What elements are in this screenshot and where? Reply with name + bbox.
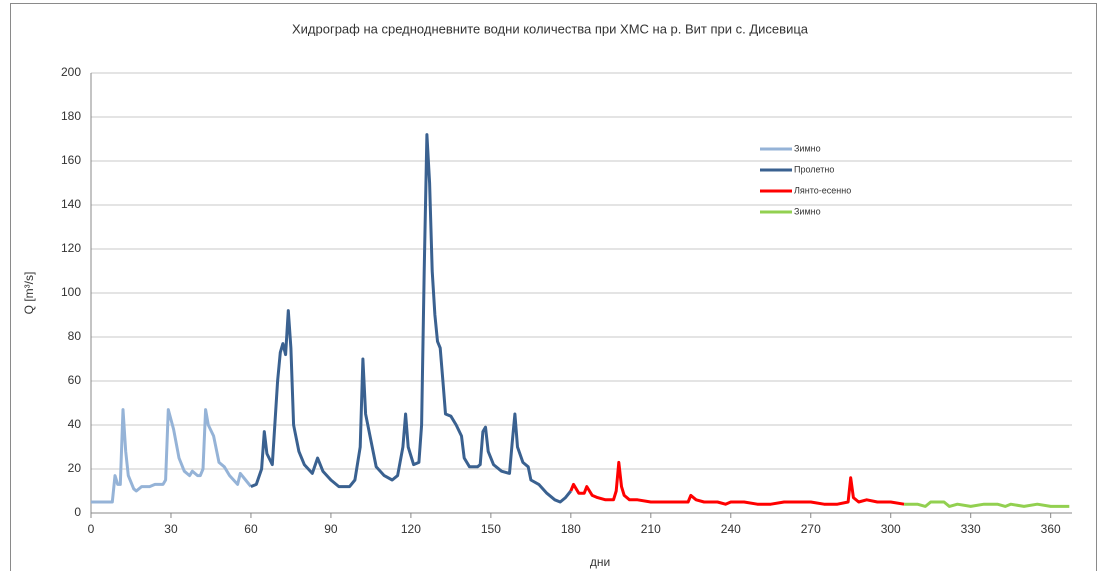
y-tick-label: 100 <box>61 285 81 299</box>
x-tick-label: 300 <box>881 522 901 536</box>
x-tick-label: 270 <box>801 522 821 536</box>
x-tick-label: 150 <box>481 522 501 536</box>
series-line <box>250 133 572 504</box>
chart-title: Хидрограф на среднодневните водни количе… <box>292 21 809 36</box>
x-tick-label: 120 <box>401 522 421 536</box>
y-tick-label: 40 <box>68 417 82 431</box>
chart-frame <box>10 3 1097 571</box>
y-tick-label: 160 <box>61 153 81 167</box>
x-tick-label: 210 <box>641 522 661 536</box>
x-tick-label: 0 <box>88 522 95 536</box>
y-tick-label: 60 <box>68 373 82 387</box>
y-tick-label: 180 <box>61 109 81 123</box>
y-tick-label: 20 <box>68 461 82 475</box>
legend-label: Пролетно <box>794 164 834 174</box>
y-tick-label: 200 <box>61 65 81 79</box>
x-tick-label: 330 <box>961 522 981 536</box>
legend-label: Лянто-есенно <box>794 185 851 195</box>
y-tick-label: 120 <box>61 241 81 255</box>
x-tick-label: 90 <box>324 522 338 536</box>
series-line <box>904 500 1070 508</box>
y-tick-label: 0 <box>74 505 81 519</box>
series-line <box>569 460 905 506</box>
x-tick-label: 360 <box>1041 522 1061 536</box>
x-tick-label: 60 <box>244 522 258 536</box>
y-axis-label: Q [m³/s] <box>22 272 36 315</box>
x-tick-label: 240 <box>721 522 741 536</box>
y-tick-label: 80 <box>68 329 82 343</box>
y-tick-label: 140 <box>61 197 81 211</box>
x-tick-label: 180 <box>561 522 581 536</box>
series-line <box>91 408 253 504</box>
x-tick-label: 30 <box>164 522 178 536</box>
legend-label: Зимно <box>794 206 821 216</box>
x-axis-label: дни <box>590 555 610 569</box>
legend-label: Зимно <box>794 143 821 153</box>
